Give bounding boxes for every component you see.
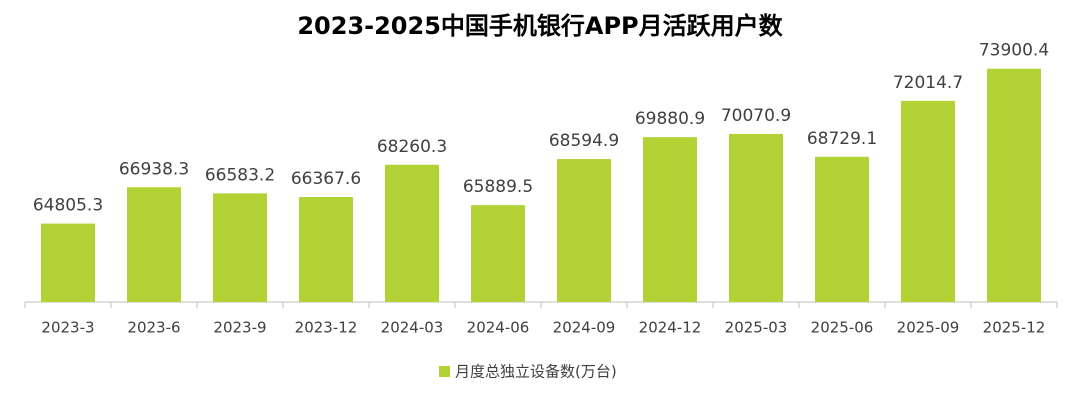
bar <box>815 156 869 302</box>
x-tick-label: 2023-9 <box>213 319 266 337</box>
data-label: 69880.9 <box>635 109 705 129</box>
data-label: 72014.7 <box>893 73 963 93</box>
bar <box>987 68 1041 302</box>
x-tick-label: 2024-06 <box>467 319 530 337</box>
data-label: 66367.6 <box>291 169 361 189</box>
data-label: 68729.1 <box>807 129 877 149</box>
bar <box>127 187 181 302</box>
bar <box>643 137 697 302</box>
x-tick-label: 2023-12 <box>295 319 358 337</box>
x-tick-label: 2023-3 <box>41 319 94 337</box>
x-tick-label: 2024-03 <box>381 319 444 337</box>
data-label: 70070.9 <box>721 106 791 126</box>
bar <box>557 159 611 302</box>
data-label: 73900.4 <box>979 41 1049 61</box>
x-tick-label: 2024-12 <box>639 319 702 337</box>
data-label: 68594.9 <box>549 131 619 151</box>
data-label: 64805.3 <box>33 196 103 216</box>
x-tick-label: 2024-09 <box>553 319 616 337</box>
bar <box>213 193 267 302</box>
x-tick-label: 2023-6 <box>127 319 180 337</box>
legend-label: 月度总独立设备数(万台) <box>455 363 617 381</box>
legend-swatch <box>439 366 450 377</box>
bar <box>299 196 353 302</box>
data-label: 66583.2 <box>205 165 275 185</box>
bar <box>41 223 95 302</box>
chart-title: 2023-2025中国手机银行APP月活跃用户数 <box>297 12 783 40</box>
x-tick-label: 2025-03 <box>725 319 788 337</box>
bar <box>385 164 439 302</box>
x-tick-label: 2025-09 <box>897 319 960 337</box>
data-label: 65889.5 <box>463 177 533 197</box>
x-tick-label: 2025-06 <box>811 319 874 337</box>
bar <box>901 100 955 302</box>
data-label: 68260.3 <box>377 137 447 157</box>
data-label: 66938.3 <box>119 159 189 179</box>
x-tick-label: 2025-12 <box>983 319 1046 337</box>
bar <box>471 205 525 302</box>
bar <box>729 133 783 302</box>
